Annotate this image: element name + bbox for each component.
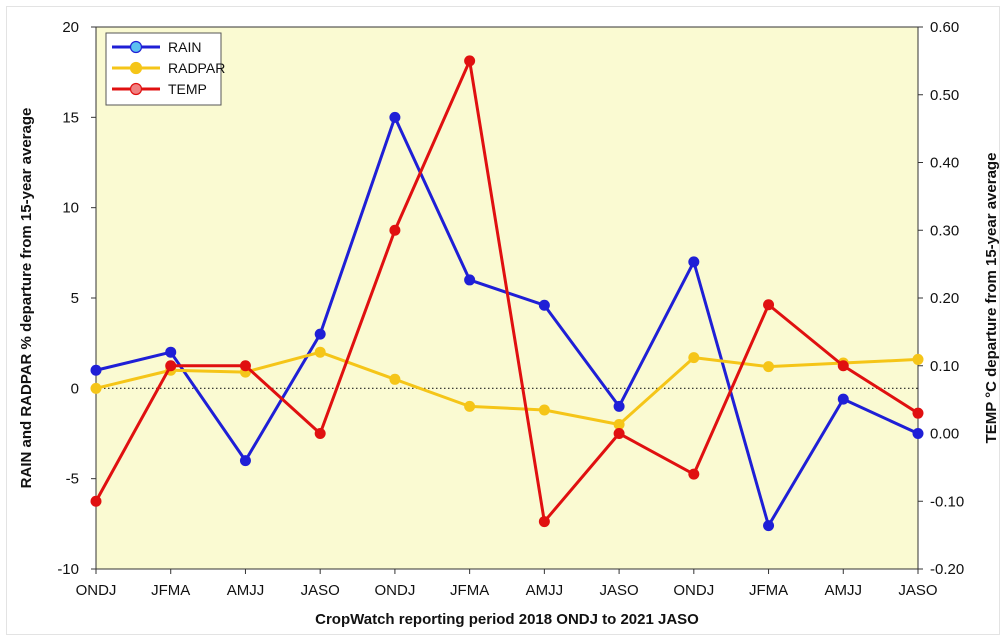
radpar-point [613,418,625,430]
x-tick-label: JFMA [749,582,788,599]
left-y-tick-label: 15 [62,109,79,126]
temp-point [688,468,700,480]
left-y-axis: -10 -5 0 5 10 15 20 [57,19,96,578]
rain-point [763,520,775,532]
right-y-tick-label: -0.20 [930,561,964,578]
temp-point [763,299,775,311]
x-tick-label: AMJJ [526,582,564,599]
x-tick-label: ONDJ [673,582,714,599]
rain-point [314,328,326,340]
x-axis-title: CropWatch reporting period 2018 ONDJ to … [315,611,699,628]
left-y-tick-label: 20 [62,19,79,36]
radpar-point [912,353,924,365]
rain-point [837,393,849,405]
rain-point [538,299,550,311]
temp-point [538,516,550,528]
radpar-point [314,346,326,358]
radpar-point [464,400,476,412]
temp-legend-label: TEMP [168,81,207,97]
x-tick-label: JASO [898,582,937,599]
radpar-legend-swatch-marker [129,61,143,75]
right-y-tick-label: 0.00 [930,426,959,443]
right-y-tick-label: 0.10 [930,358,959,375]
temp-point [314,428,326,439]
rain-point [688,256,700,268]
left-y-axis-title: RAIN and RADPAR % departure from 15-year… [18,108,35,489]
x-tick-label: ONDJ [76,582,117,599]
chart-frame [6,6,1000,635]
rain-legend-label: RAIN [168,39,201,55]
left-y-tick-label: -5 [66,471,79,488]
x-tick-label: ONDJ [374,582,415,599]
right-y-tick-label: 0.50 [930,87,959,104]
temp-legend-swatch-marker [129,82,143,96]
rain-point [389,111,401,123]
temp-point [90,495,102,507]
temp-point [239,360,251,372]
legend: RAIN RADPAR TEMP [105,32,225,106]
rain-point [912,428,924,439]
right-y-tick-label: 0.60 [930,19,959,36]
rain-point [464,274,476,286]
radpar-point [90,382,102,394]
x-axis: ONDJ JFMA AMJJ JASO ONDJ JFMA AMJJ JASO ONDJ JFMA… [76,569,938,599]
rain-point [90,364,102,376]
temp-line [94,59,919,524]
rain-legend-swatch-marker [129,40,143,54]
right-y-tick-label: 0.40 [930,155,959,172]
temp-point [613,428,625,439]
temp-point [464,55,476,67]
series-layer [90,55,924,532]
x-tick-label: JFMA [151,582,190,599]
x-tick-label: JASO [301,582,340,599]
radpar-legend-label: RADPAR [168,60,225,76]
right-y-tick-label: 0.30 [930,222,959,239]
temp-point [912,407,924,419]
x-tick-label: JFMA [450,582,489,599]
temp-series [90,55,924,528]
rain-point [165,346,177,358]
temp-point [389,224,401,236]
x-tick-label: JASO [599,582,638,599]
left-y-tick-label: 0 [71,380,79,397]
radpar-point [763,361,775,373]
radpar-point [688,352,700,364]
right-y-tick-label: 0.20 [930,290,959,307]
radpar-line [95,350,919,426]
left-y-tick-label: 10 [62,200,79,217]
rain-point [613,400,625,412]
right-y-tick-label: -0.10 [930,493,964,510]
radpar-point [389,373,401,385]
x-tick-label: AMJJ [825,582,863,599]
left-y-tick-label: 5 [71,290,79,307]
plot-area [95,26,919,570]
temp-point [837,360,849,372]
radpar-point [538,404,550,416]
temp-point [165,360,177,372]
right-y-axis-title: TEMP °C departure from 15-year average [983,153,1000,444]
rain-point [239,455,251,467]
x-tick-label: AMJJ [227,582,265,599]
right-y-axis: -0.20 -0.10 0.00 0.10 0.20 0.30 0.40 0.50 0.60 [918,19,964,578]
left-y-tick-label: -10 [57,561,79,578]
